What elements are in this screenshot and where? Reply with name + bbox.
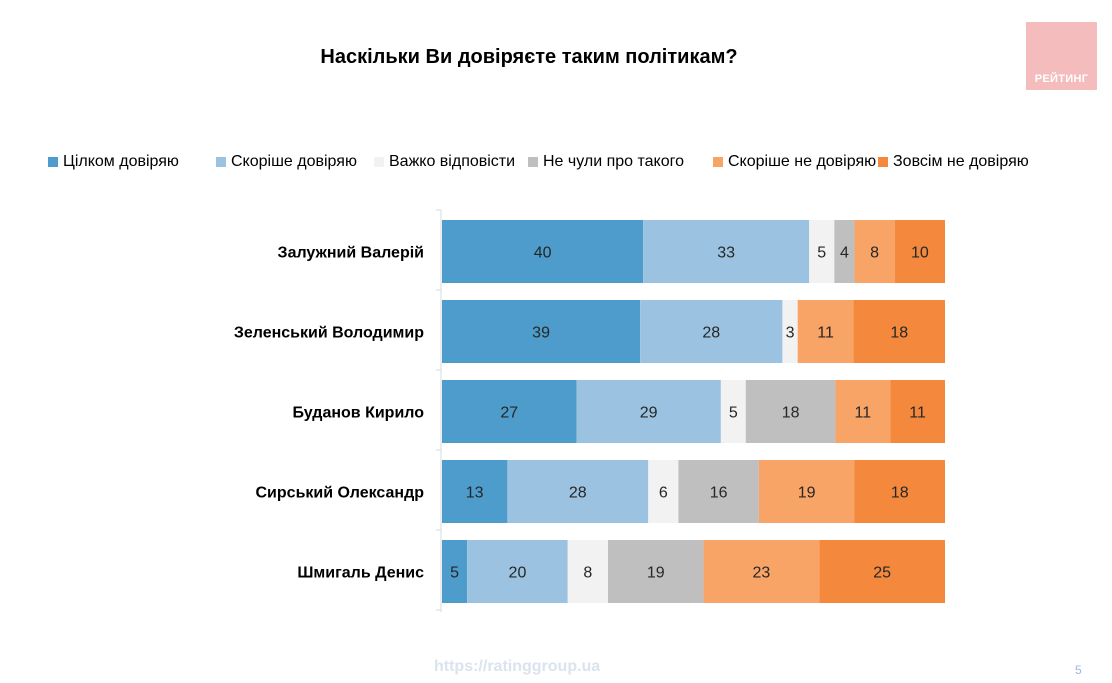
legend-item: Цілком довіряю bbox=[48, 153, 179, 171]
bar-segment bbox=[703, 540, 820, 603]
legend-label: Цілком довіряю bbox=[63, 153, 179, 170]
legend-item: Не чули про такого bbox=[528, 153, 684, 171]
legend-label: Важко відповісти bbox=[389, 153, 516, 170]
category-label: Залужний Валерій bbox=[278, 245, 424, 262]
legend-label: Скоріше не довіряю bbox=[728, 153, 877, 170]
bar-segment bbox=[442, 300, 641, 363]
bar-segment bbox=[442, 460, 508, 523]
bar-segment bbox=[745, 380, 836, 443]
data-label: 28 bbox=[702, 325, 720, 342]
legend-swatch bbox=[374, 157, 384, 167]
category-label: Шмигаль Денис bbox=[297, 565, 424, 582]
bar-segment bbox=[640, 300, 783, 363]
data-label: 25 bbox=[873, 565, 891, 582]
data-label: 18 bbox=[782, 405, 800, 422]
logo-text: РЕЙТИНГ bbox=[1034, 73, 1089, 85]
data-label: 18 bbox=[891, 485, 909, 502]
page-number: 5 bbox=[1075, 663, 1082, 677]
bar-segment bbox=[797, 300, 854, 363]
data-label: 11 bbox=[909, 405, 926, 422]
legend-swatch bbox=[48, 157, 58, 167]
bar-segment bbox=[442, 380, 577, 443]
data-label: 33 bbox=[717, 245, 735, 262]
data-label: 18 bbox=[890, 325, 908, 342]
bar-segment bbox=[442, 540, 468, 603]
legend-item: Важко відповісти bbox=[374, 153, 515, 171]
data-label: 40 bbox=[534, 245, 552, 262]
legend-swatch bbox=[528, 157, 538, 167]
bar-segment bbox=[567, 540, 608, 603]
bar-segment bbox=[853, 300, 945, 363]
data-label: 5 bbox=[817, 245, 826, 262]
data-label: 6 bbox=[659, 485, 668, 502]
bar-segment bbox=[854, 460, 945, 523]
bar-segment bbox=[720, 380, 746, 443]
chart-title: Наскільки Ви довіряєте таким політикам? bbox=[320, 46, 738, 68]
data-label: 11 bbox=[855, 405, 872, 422]
data-label: 13 bbox=[466, 485, 484, 502]
legend-label: Не чули про такого bbox=[543, 153, 685, 170]
data-label: 19 bbox=[647, 565, 665, 582]
legend-label: Скоріше довіряю bbox=[231, 153, 357, 170]
data-label: 23 bbox=[753, 565, 771, 582]
legend-item: Скоріше довіряю bbox=[216, 153, 357, 171]
bar-segment bbox=[607, 540, 704, 603]
legend-swatch bbox=[878, 157, 888, 167]
bar-segment bbox=[507, 460, 649, 523]
legend-item: Зовсім не довіряю bbox=[878, 153, 1029, 171]
data-label: 39 bbox=[532, 325, 550, 342]
bar-segment bbox=[758, 460, 855, 523]
bar-segment bbox=[678, 460, 759, 523]
data-label: 11 bbox=[817, 325, 834, 342]
bar-segment bbox=[819, 540, 945, 603]
data-label: 8 bbox=[583, 565, 592, 582]
bar-segment bbox=[467, 540, 568, 603]
bar-segment bbox=[782, 300, 798, 363]
data-label: 3 bbox=[786, 325, 795, 342]
legend-swatch bbox=[216, 157, 226, 167]
bar-segment bbox=[576, 380, 721, 443]
data-label: 10 bbox=[911, 245, 929, 262]
data-label: 19 bbox=[798, 485, 816, 502]
data-label: 27 bbox=[500, 405, 518, 422]
legend: Цілком довіряю Скоріше довіряю Важко відпо… bbox=[48, 153, 1058, 175]
data-label: 29 bbox=[640, 405, 658, 422]
legend-item: Скоріше не довіряю bbox=[713, 153, 876, 171]
legend-label: Зовсім не довіряю bbox=[893, 153, 1029, 170]
data-label: 5 bbox=[450, 565, 459, 582]
data-label: 28 bbox=[569, 485, 587, 502]
bar-segment bbox=[809, 220, 835, 283]
bar-segment bbox=[854, 220, 895, 283]
bar-segment bbox=[648, 460, 679, 523]
data-label: 8 bbox=[870, 245, 879, 262]
bar-segment bbox=[890, 380, 945, 443]
category-label: Зеленський Володимир bbox=[234, 325, 424, 342]
legend-swatch bbox=[713, 157, 723, 167]
data-label: 5 bbox=[729, 405, 738, 422]
bar-segment bbox=[834, 220, 855, 283]
data-label: 16 bbox=[710, 485, 728, 502]
bar-segment bbox=[894, 220, 945, 283]
rating-logo: РЕЙТИНГ bbox=[1026, 22, 1097, 90]
category-label: Буданов Кирило bbox=[293, 405, 425, 422]
data-label: 20 bbox=[509, 565, 527, 582]
bar-segment bbox=[643, 220, 810, 283]
bar-segment bbox=[442, 220, 644, 283]
bar-segment bbox=[835, 380, 891, 443]
data-label: 4 bbox=[840, 245, 849, 262]
footer-url[interactable]: https://ratinggroup.ua bbox=[434, 658, 601, 675]
category-label: Сирський Олександр bbox=[256, 485, 425, 502]
